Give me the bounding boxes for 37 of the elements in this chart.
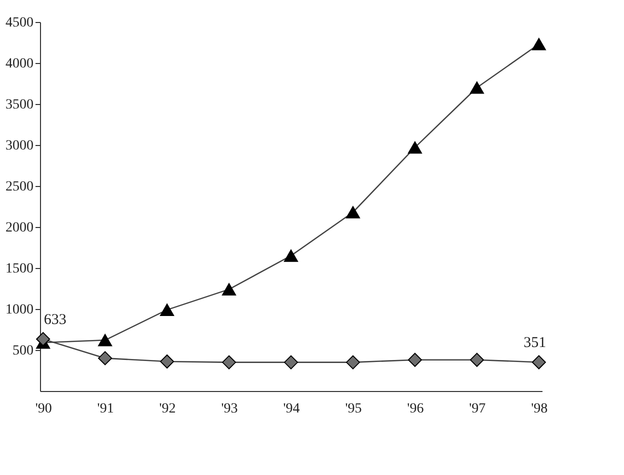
y-tick-label: 1000 (6, 302, 34, 318)
point (532, 355, 546, 370)
y-tick-label: 2000 (6, 220, 34, 236)
data-label: 633 (44, 312, 66, 328)
point (284, 250, 298, 262)
point (470, 352, 484, 367)
data-label: 351 (524, 335, 546, 352)
x-tick-label: '91 (97, 402, 114, 416)
y-tick-label: 3500 (6, 98, 34, 112)
x-tick-label: '93 (221, 402, 238, 416)
x-tick-label: '94 (283, 402, 300, 416)
point (532, 38, 546, 50)
y-tick-label: 1500 (6, 262, 34, 276)
y-tick-label: 4000 (6, 56, 34, 72)
point (284, 355, 298, 370)
point (222, 283, 236, 296)
point (346, 206, 360, 218)
point (160, 304, 174, 316)
point (470, 81, 484, 94)
point (408, 141, 422, 154)
x-tick-label: '98 (531, 402, 548, 416)
x-tick-label: '96 (407, 402, 424, 416)
y-tick-label: 500 (12, 344, 34, 358)
point (222, 355, 236, 370)
x-tick-label: '92 (159, 402, 176, 416)
point (98, 334, 112, 346)
x-tick-label: '97 (469, 402, 486, 416)
point (408, 352, 422, 367)
point (36, 332, 50, 346)
x-tick-label: '90 (35, 402, 52, 416)
y-tick-label: 4500 (6, 16, 34, 30)
x-tick-label: '95 (345, 402, 362, 416)
point (98, 351, 112, 366)
point (160, 354, 174, 368)
y-tick-label: 2500 (6, 180, 34, 194)
point (346, 355, 360, 370)
y-tick-label: 3000 (6, 138, 34, 154)
